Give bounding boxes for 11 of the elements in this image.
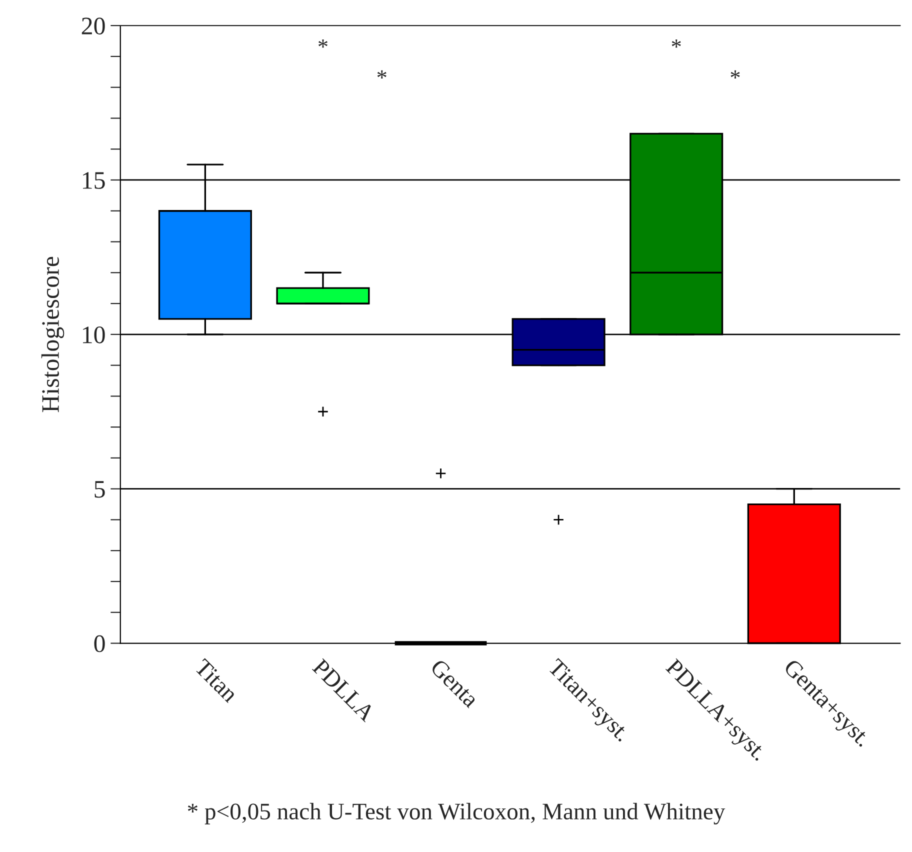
y-tick-label: 0 [94,635,105,652]
y-tick-label: 5 [94,481,105,498]
annotation: * [318,40,328,48]
annotation: * [730,70,740,79]
y-axis-title: Histologiescore [41,256,64,412]
annotation: * [672,40,681,48]
text: * p<0,05 nach U-Test von Wilcoxon, Mann und Whitney [188,802,726,824]
y-tick-label: 10 [83,326,105,344]
y-tick-label: 15 [83,172,105,189]
annotation: * [377,70,386,79]
y-tick-label: 20 [82,18,105,34]
